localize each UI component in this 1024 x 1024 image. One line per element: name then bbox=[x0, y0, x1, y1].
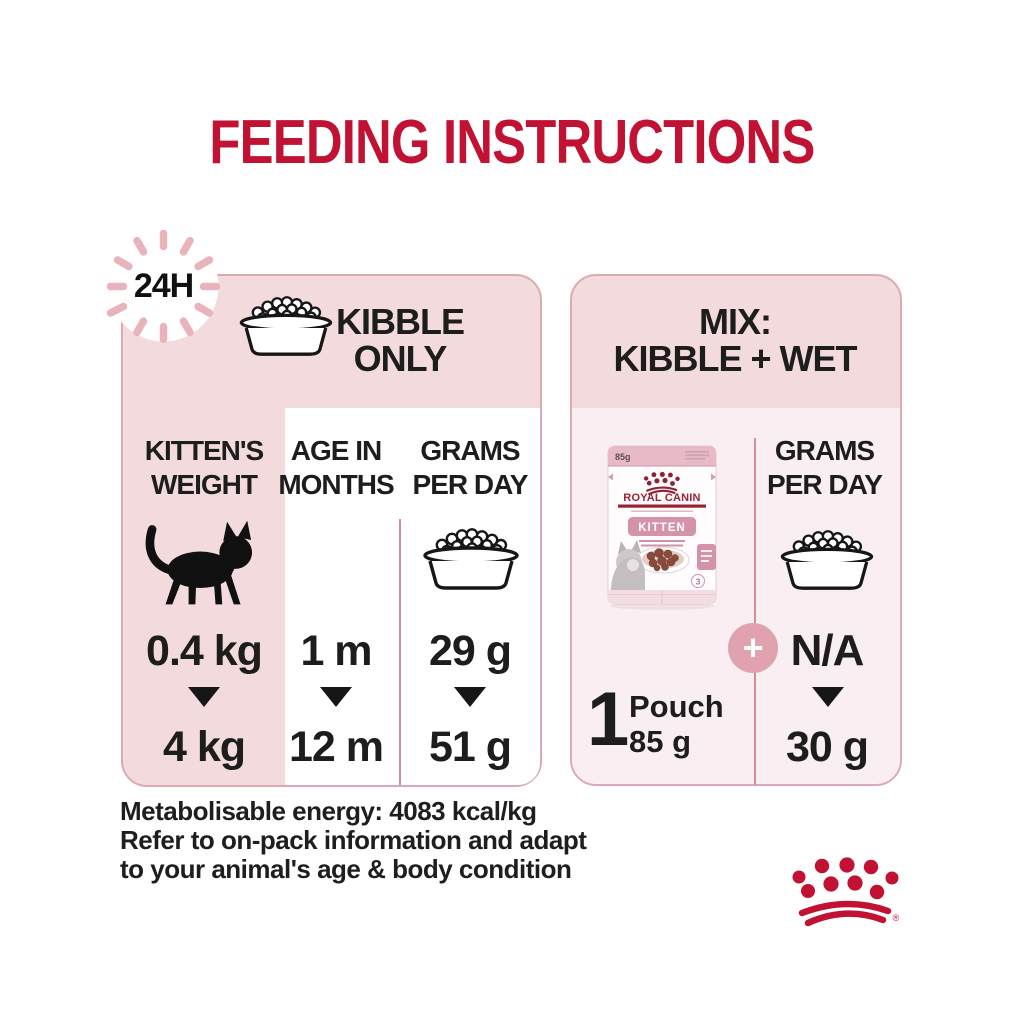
wet-from-value: N/A bbox=[790, 626, 865, 675]
age-to-value: 12 m bbox=[288, 723, 384, 771]
weight-to-value: 4 kg bbox=[162, 723, 246, 771]
clock-24h-label: 24H bbox=[133, 267, 194, 305]
weight-from-value: 0.4 kg bbox=[146, 627, 263, 675]
column-header-kittens-weight: KITTEN'S WEIGHT bbox=[144, 435, 264, 500]
age-from-value: 1 m bbox=[300, 627, 372, 675]
footer-note: Metabolisable energy: 4083 kcal/kg Refer… bbox=[120, 796, 587, 884]
mix-kibble-wet-header: MIX: KIBBLE + WET bbox=[613, 301, 857, 380]
pouch-unit-label: Pouch bbox=[629, 689, 724, 724]
registered-mark: ® bbox=[893, 913, 900, 923]
pouch-image: 85g ROYAL CANIN KITTEN 3 bbox=[607, 445, 717, 610]
column-divider bbox=[399, 519, 401, 785]
grams-to-value: 51 g bbox=[428, 723, 512, 771]
column-header-grams-per-day: GRAMS PER DAY bbox=[412, 435, 529, 500]
plus-icon: + bbox=[728, 623, 778, 673]
pouch-serving-weight: 85 g bbox=[629, 724, 692, 759]
column-divider bbox=[754, 438, 756, 785]
arrow-down-icon bbox=[454, 687, 486, 707]
kibble-only-table-background bbox=[285, 408, 540, 785]
pouch-badge: 3 bbox=[696, 577, 701, 587]
pouch-count-value: 1 bbox=[587, 677, 630, 762]
pouch-brand-label: ROYAL CANIN bbox=[623, 492, 700, 504]
kibble-bowl-icon bbox=[417, 528, 523, 594]
column-header-age-in-months: AGE IN MONTHS bbox=[278, 435, 394, 500]
pouch-product-label: KITTEN bbox=[638, 522, 686, 534]
wet-to-value: 30 g bbox=[785, 723, 869, 771]
royal-canin-crown-logo: ® bbox=[790, 852, 902, 932]
column-header-grams-per-day-mix: GRAMS PER DAY bbox=[767, 435, 883, 500]
page-title: FEEDING INSTRUCTIONS bbox=[209, 108, 815, 177]
arrow-down-icon bbox=[812, 687, 844, 707]
cat-silhouette-icon bbox=[138, 516, 270, 614]
clock-24h-icon bbox=[107, 230, 220, 343]
arrow-down-icon bbox=[320, 687, 352, 707]
plus-sign: + bbox=[742, 627, 764, 668]
pouch-weight-label: 85g bbox=[615, 452, 631, 462]
grams-from-value: 29 g bbox=[428, 627, 512, 675]
kibble-bowl-icon bbox=[776, 530, 876, 594]
page-title-wrap: FEEDING INSTRUCTIONS bbox=[0, 112, 1024, 174]
kibble-only-header: KIBBLE ONLY bbox=[336, 301, 465, 380]
arrow-down-icon bbox=[188, 687, 220, 707]
